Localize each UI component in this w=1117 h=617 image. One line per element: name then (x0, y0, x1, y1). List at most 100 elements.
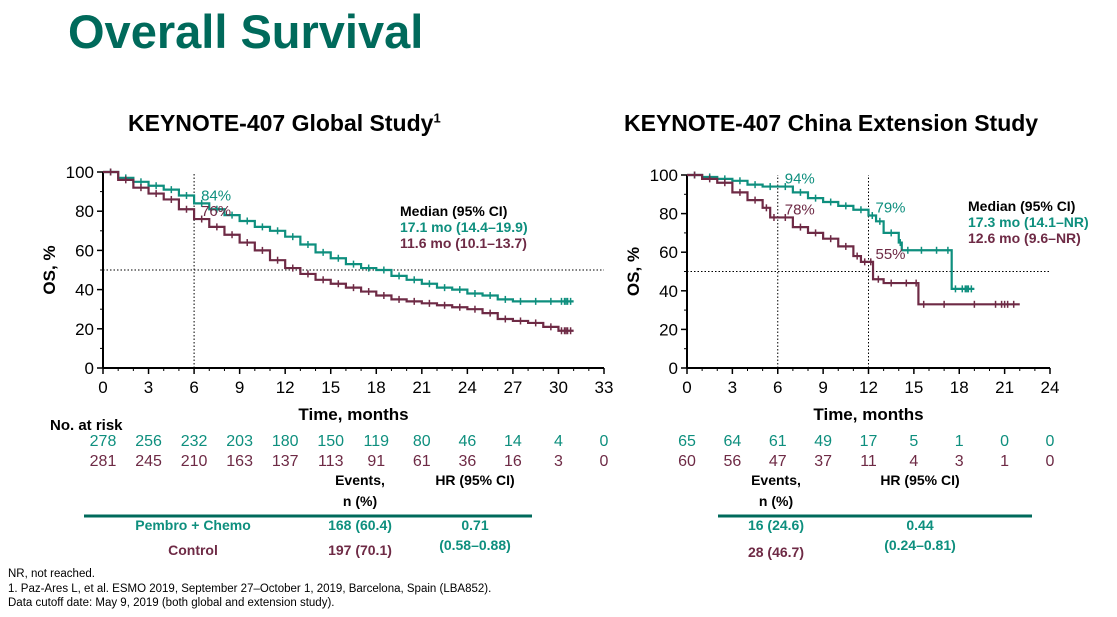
global-y-tick-label: 0 (85, 359, 94, 378)
global-group-label: Control (168, 542, 218, 558)
global-x-axis-label: Time, months (298, 405, 408, 424)
china-x-tick-label: 9 (818, 378, 827, 397)
global-risk-pembro-value: 4 (554, 433, 563, 450)
china-risk-pembro-value: 0 (1046, 433, 1055, 450)
global-group-label: Pembro + Chemo (135, 517, 251, 533)
china-y-tick-label: 80 (659, 205, 678, 224)
global-y-tick-label: 100 (66, 163, 94, 182)
global-y-tick-label: 80 (75, 202, 94, 221)
global-risk-control-value: 61 (413, 453, 431, 470)
global-x-tick-label: 21 (412, 378, 431, 397)
global-risk-pembro-value: 203 (226, 433, 253, 450)
china-risk-pembro-value: 17 (860, 433, 878, 450)
china-y-tick-label: 60 (659, 243, 678, 262)
china-risk-control-value: 47 (769, 453, 787, 470)
china-risk-pembro-value: 5 (909, 433, 918, 450)
china-x-tick-label: 12 (859, 378, 878, 397)
china-x-axis-label: Time, months (813, 405, 923, 424)
china-risk-pembro-value: 0 (1000, 433, 1009, 450)
global-hr-ci: (0.58–0.88) (439, 537, 511, 553)
global-legend-control: 11.6 mo (10.1–13.7) (400, 235, 527, 251)
footer-nr-note: NR, not reached. (8, 568, 95, 580)
china-events-header: Events, (751, 472, 801, 488)
global-events-value: 168 (60.4) (328, 517, 392, 533)
china-study-title: KEYNOTE-407 China Extension Study (624, 110, 1039, 136)
global-risk-pembro-value: 0 (600, 433, 609, 450)
global-risk-pembro-value: 232 (181, 433, 208, 450)
global-x-tick-label: 33 (595, 378, 614, 397)
global-annotation: 84% (201, 187, 231, 204)
china-risk-control-value: 11 (860, 453, 877, 470)
china-risk-control-value: 0 (1046, 453, 1055, 470)
china-y-tick-label: 0 (669, 359, 678, 378)
global-risk-control-value: 16 (504, 453, 522, 470)
global-hr-header: HR (95% CI) (435, 472, 514, 488)
global-x-tick-label: 27 (503, 378, 522, 397)
global-y-tick-label: 40 (75, 281, 94, 300)
china-annotation: 78% (785, 201, 815, 218)
global-risk-control-value: 281 (90, 453, 117, 470)
global-risk-control-value: 3 (554, 453, 563, 470)
china-annotation: 94% (785, 171, 815, 188)
global-legend-pembro: 17.1 mo (14.4–19.9) (400, 219, 528, 235)
china-events-value: 16 (24.6) (748, 517, 804, 533)
china-risk-control-value: 37 (814, 453, 832, 470)
china-hr-ci: (0.24–0.81) (884, 537, 956, 553)
china-risk-control-value: 1 (1000, 453, 1009, 470)
china-legend-pembro: 17.3 mo (14.1–NR) (968, 214, 1089, 230)
china-x-tick-label: 15 (904, 378, 923, 397)
global-y-axis-label: OS, % (40, 245, 59, 294)
global-x-tick-label: 0 (98, 378, 107, 397)
china-x-tick-label: 6 (773, 378, 782, 397)
global-y-tick-label: 20 (75, 320, 94, 339)
global-risk-pembro-value: 46 (458, 433, 476, 450)
china-legend-control: 12.6 mo (9.6–NR) (968, 230, 1081, 246)
global-annotation: 76% (201, 203, 231, 220)
global-risk-control-value: 245 (135, 453, 162, 470)
china-x-tick-label: 24 (1041, 378, 1060, 397)
global-risk-label: No. at risk (50, 417, 123, 434)
global-x-tick-label: 30 (549, 378, 568, 397)
global-risk-pembro-value: 150 (317, 433, 344, 450)
global-risk-pembro-value: 80 (413, 433, 431, 450)
china-y-tick-label: 40 (659, 282, 678, 301)
footer: NR, not reached. 1. Paz-Ares L, et al. E… (8, 567, 491, 611)
china-y-tick-label: 100 (650, 166, 678, 185)
china-risk-pembro-value: 65 (678, 433, 696, 450)
global-legend-title: Median (95% CI) (400, 203, 507, 219)
global-risk-control-value: 91 (367, 453, 385, 470)
china-risk-control-value: 60 (678, 453, 696, 470)
global-risk-control-value: 0 (600, 453, 609, 470)
china-x-tick-label: 21 (995, 378, 1014, 397)
global-risk-control-value: 36 (458, 453, 476, 470)
global-events-value: 197 (70.1) (328, 542, 392, 558)
china-events-value: 28 (46.7) (748, 544, 804, 560)
china-risk-pembro-value: 49 (814, 433, 832, 450)
global-risk-pembro-value: 278 (90, 433, 117, 450)
china-risk-pembro-value: 64 (723, 433, 741, 450)
global-risk-pembro-value: 119 (364, 433, 390, 450)
china-risk-control-value: 3 (955, 453, 964, 470)
china-x-tick-label: 3 (728, 378, 737, 397)
global-risk-pembro-value: 180 (272, 433, 299, 450)
global-events-header-unit: n (%) (343, 493, 377, 509)
footer-cutoff-note: Data cutoff date: May 9, 2019 (both glob… (8, 597, 335, 609)
china-risk-control-value: 4 (909, 453, 918, 470)
china-y-tick-label: 20 (659, 320, 678, 339)
global-risk-control-value: 137 (272, 453, 299, 470)
china-x-tick-label: 18 (950, 378, 969, 397)
china-y-axis-label: OS, % (624, 247, 643, 296)
global-x-tick-label: 6 (189, 378, 198, 397)
footer-reference: 1. Paz-Ares L, et al. ESMO 2019, Septemb… (8, 582, 492, 595)
china-events-header-unit: n (%) (759, 493, 793, 509)
global-y-tick-label: 60 (75, 241, 94, 260)
global-events-header: Events, (335, 472, 385, 488)
global-risk-control-value: 113 (318, 453, 344, 470)
global-study-title-text: KEYNOTE-407 Global Study (128, 110, 434, 136)
china-risk-pembro-value: 1 (955, 433, 964, 450)
global-x-tick-label: 9 (235, 378, 244, 397)
china-legend-title: Median (95% CI) (968, 198, 1075, 214)
slide-title: Overall Survival (68, 5, 424, 58)
china-risk-control-value: 56 (723, 453, 741, 470)
